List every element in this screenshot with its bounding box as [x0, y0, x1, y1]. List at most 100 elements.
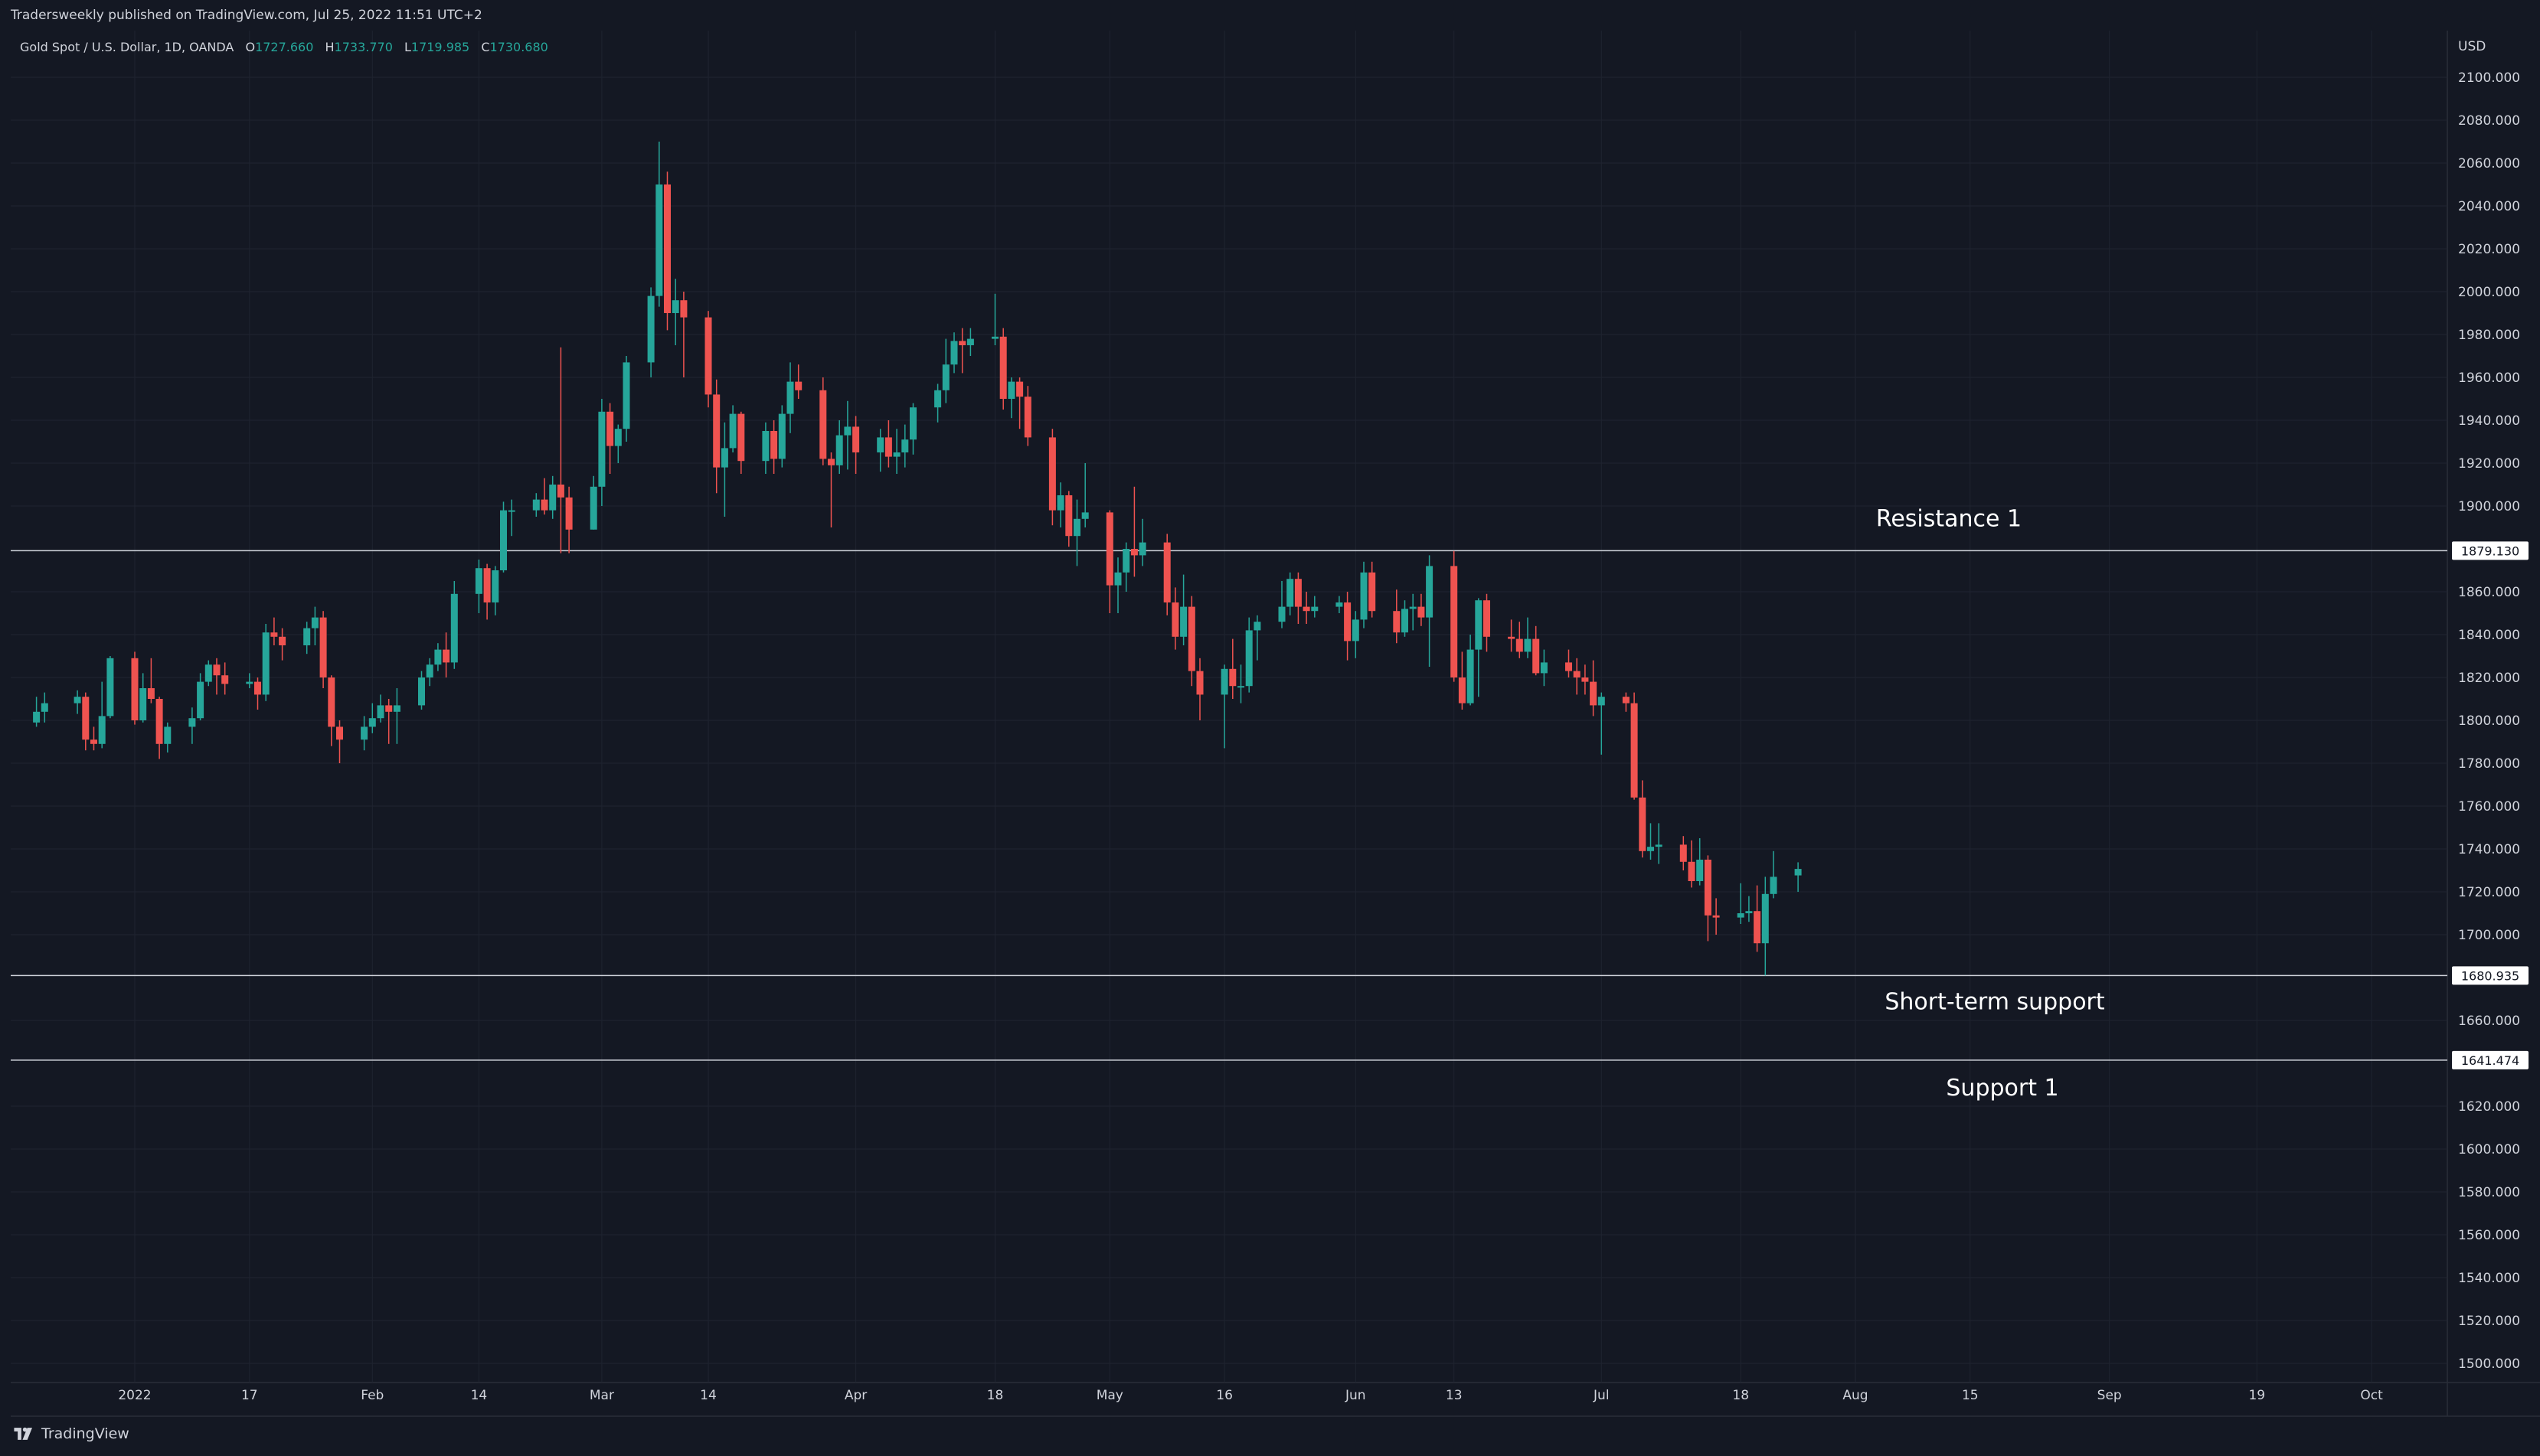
candle[interactable] — [884, 420, 892, 468]
candle[interactable] — [1130, 486, 1138, 577]
candle[interactable] — [303, 622, 311, 655]
candle[interactable] — [311, 606, 319, 645]
candle[interactable] — [1483, 593, 1490, 652]
candle[interactable] — [721, 422, 728, 517]
candle[interactable] — [1688, 840, 1695, 888]
candle[interactable] — [1573, 658, 1581, 695]
candle[interactable] — [1409, 593, 1417, 631]
candle[interactable] — [1229, 638, 1237, 699]
candle[interactable] — [1074, 499, 1080, 566]
candle[interactable] — [680, 292, 688, 377]
candle[interactable] — [1065, 491, 1073, 547]
candle[interactable] — [1048, 429, 1056, 526]
candle[interactable] — [1401, 600, 1408, 637]
candle[interactable] — [1360, 561, 1368, 628]
candle[interactable] — [549, 475, 557, 519]
candle[interactable] — [213, 658, 221, 695]
candle[interactable] — [221, 662, 229, 695]
candle[interactable] — [1081, 463, 1089, 527]
candle[interactable] — [475, 560, 482, 613]
level-annotation[interactable]: Short-term support — [1885, 988, 2105, 1015]
candle[interactable] — [852, 416, 860, 474]
candle[interactable] — [737, 411, 745, 474]
candle[interactable] — [557, 347, 564, 553]
candle[interactable] — [590, 475, 597, 530]
candle[interactable] — [532, 493, 540, 517]
candle[interactable] — [336, 720, 343, 763]
candle[interactable] — [598, 399, 606, 506]
candle[interactable] — [1180, 574, 1188, 645]
candle[interactable] — [1737, 883, 1744, 924]
candle[interactable] — [434, 643, 442, 671]
candle[interactable] — [1024, 386, 1031, 446]
candle[interactable] — [418, 671, 425, 710]
candle[interactable] — [999, 328, 1007, 410]
candle[interactable] — [1639, 780, 1646, 858]
candle[interactable] — [1590, 660, 1597, 717]
candle[interactable] — [1393, 589, 1401, 644]
candle[interactable] — [910, 403, 917, 455]
candle[interactable] — [1426, 555, 1433, 667]
candle[interactable] — [795, 364, 803, 399]
candle[interactable] — [1188, 596, 1195, 687]
level-annotation[interactable]: Resistance 1 — [1876, 505, 2022, 532]
candle[interactable] — [443, 632, 450, 677]
candle[interactable] — [762, 422, 770, 474]
candle[interactable] — [966, 328, 974, 356]
candle[interactable] — [385, 699, 393, 744]
candle[interactable] — [1245, 617, 1253, 693]
candle[interactable] — [1515, 622, 1523, 658]
candle[interactable] — [106, 656, 114, 719]
candle[interactable] — [565, 486, 573, 553]
candle[interactable] — [819, 377, 827, 465]
candle[interactable] — [254, 677, 261, 710]
candle[interactable] — [368, 703, 376, 733]
candle[interactable] — [319, 611, 327, 688]
candle[interactable] — [500, 501, 507, 573]
candle[interactable] — [1532, 625, 1540, 676]
candle[interactable] — [713, 379, 721, 494]
candle[interactable] — [1294, 572, 1302, 624]
candle[interactable] — [1123, 542, 1130, 592]
candle[interactable] — [1278, 581, 1286, 628]
symbol-name[interactable]: Gold Spot / U.S. Dollar, 1D, OANDA — [20, 40, 234, 54]
candle[interactable] — [246, 673, 253, 688]
candle[interactable] — [1622, 692, 1630, 712]
candle[interactable] — [786, 362, 794, 433]
candle[interactable] — [1016, 377, 1024, 429]
candle[interactable] — [1704, 855, 1711, 942]
candle[interactable] — [1581, 664, 1589, 695]
candle[interactable] — [1679, 836, 1687, 870]
candle[interactable] — [1475, 598, 1482, 697]
candle[interactable] — [1008, 377, 1015, 419]
candle[interactable] — [74, 690, 81, 714]
candle[interactable] — [204, 660, 212, 687]
candle[interactable] — [98, 681, 106, 749]
candle[interactable] — [672, 279, 679, 345]
candle[interactable] — [1139, 518, 1146, 566]
candle[interactable] — [729, 405, 737, 452]
candle[interactable] — [139, 673, 147, 723]
candle[interactable] — [262, 624, 270, 701]
candle[interactable] — [270, 617, 278, 645]
candle[interactable] — [893, 429, 901, 474]
candle[interactable] — [1237, 664, 1244, 704]
candle[interactable] — [942, 338, 950, 403]
candle[interactable] — [1565, 649, 1572, 677]
candle[interactable] — [877, 429, 884, 472]
candle[interactable] — [377, 694, 384, 723]
candle[interactable] — [1761, 877, 1769, 976]
candle[interactable] — [1655, 823, 1662, 864]
price-axis-panel[interactable] — [2447, 0, 2540, 1456]
candle[interactable] — [901, 424, 909, 468]
candle[interactable] — [950, 332, 958, 374]
candle[interactable] — [1335, 596, 1343, 613]
candle[interactable] — [492, 566, 499, 615]
candle[interactable] — [131, 651, 139, 725]
candle[interactable] — [770, 420, 778, 474]
candle[interactable] — [828, 452, 835, 527]
candle[interactable] — [393, 688, 400, 744]
candle[interactable] — [1770, 850, 1777, 899]
candle[interactable] — [90, 726, 97, 751]
